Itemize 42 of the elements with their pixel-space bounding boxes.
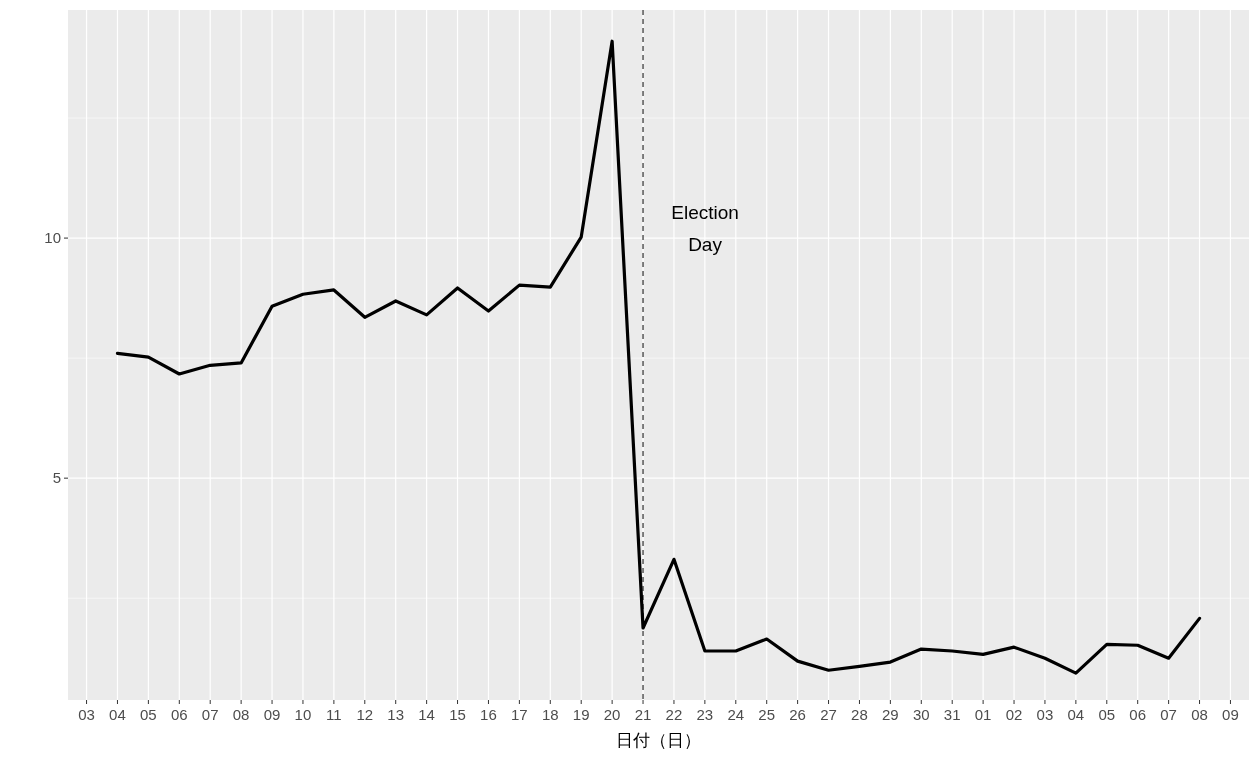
x-tick-label: 01: [974, 706, 992, 723]
x-tick-label: 04: [1067, 706, 1085, 723]
x-tick-label: 29: [882, 706, 899, 723]
ref-line-label: Election Day: [671, 201, 739, 255]
ref-line: Election Day: [642, 9, 739, 701]
x-tick-label: 04: [109, 706, 126, 723]
y-tick-label: 5: [52, 469, 61, 487]
x-tick-label: 02: [1005, 706, 1023, 723]
x-tick-label: 31: [943, 706, 961, 723]
x-tick-label: 09: [1222, 706, 1239, 723]
x-tick-label: 05: [140, 706, 157, 723]
x-tick-label: 06: [170, 706, 188, 723]
x-tick-label: 13: [387, 706, 405, 723]
x-tick-label: 28: [851, 706, 868, 723]
x-tick-label: 07: [1160, 706, 1177, 723]
x-tick-label: 21: [634, 706, 652, 723]
x-tick-label: 11: [326, 706, 342, 723]
x-tick-label: 22: [665, 706, 683, 723]
x-tick-label: 14: [418, 706, 435, 723]
x-tick-label: 08: [232, 706, 250, 723]
x-tick-label: 03: [1036, 706, 1054, 723]
x-tick-label: 15: [449, 706, 466, 723]
x-tick-label: 08: [1191, 706, 1208, 723]
x-tick-label: 27: [820, 706, 837, 723]
x-tick-label: 16: [480, 706, 497, 723]
x-tick-label: 24: [727, 706, 745, 723]
x-tick-label: 18: [541, 706, 559, 723]
x-tick-label: 07: [201, 706, 219, 723]
x-tick-label: 09: [263, 706, 281, 723]
x-tick-label: 17: [511, 706, 528, 723]
x-tick-label: 03: [78, 706, 95, 723]
x-tick-label: 30: [912, 706, 930, 723]
x-tick-label: 05: [1098, 706, 1116, 723]
x-tick-label: 23: [696, 706, 714, 723]
x-axis-title: 日付（日）: [616, 731, 701, 750]
x-tick-label: 20: [603, 706, 621, 723]
x-tick-label: 12: [356, 706, 374, 723]
x-tick-label: 10: [294, 706, 312, 723]
x-tick-label: 25: [758, 706, 776, 723]
x-tick-label: 26: [789, 706, 806, 723]
x-tick-label: 19: [572, 706, 590, 723]
x-tick-label: 06: [1129, 706, 1147, 723]
